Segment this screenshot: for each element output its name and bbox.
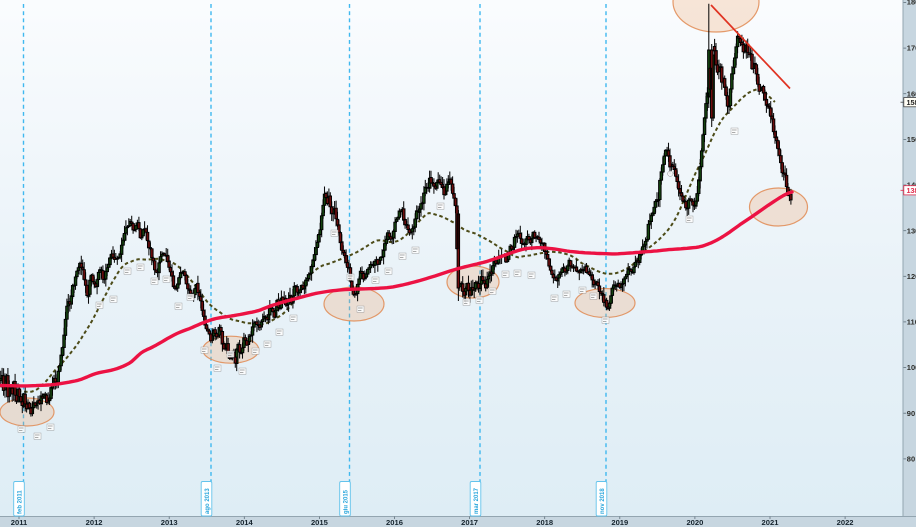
svg-text:140: 140 [907,181,916,190]
svg-text:110: 110 [907,318,916,327]
svg-text:2012: 2012 [86,518,103,527]
svg-text:160: 160 [907,89,916,98]
svg-text:90: 90 [907,409,915,418]
svg-text:ago 2013: ago 2013 [205,488,211,514]
svg-text:2019: 2019 [611,518,628,527]
svg-text:130: 130 [907,226,916,235]
svg-text:100: 100 [907,363,916,372]
svg-text:nov 2018: nov 2018 [600,488,606,514]
svg-text:138: 138 [907,186,916,195]
svg-text:feb 2011: feb 2011 [17,490,23,514]
svg-text:80: 80 [907,455,915,464]
svg-text:120: 120 [907,272,916,281]
svg-text:180: 180 [907,0,916,7]
svg-text:2021: 2021 [762,518,780,527]
svg-text:170: 170 [907,44,916,53]
svg-text:158: 158 [907,98,916,107]
svg-text:2020: 2020 [686,518,703,527]
svg-text:2013: 2013 [161,518,178,527]
svg-text:2014: 2014 [236,518,254,527]
svg-text:2018: 2018 [536,518,553,527]
svg-text:2011: 2011 [11,518,28,527]
svg-text:2017: 2017 [461,518,478,527]
svg-text:150: 150 [907,135,916,144]
svg-text:2016: 2016 [386,518,403,527]
svg-text:2022: 2022 [837,518,854,527]
svg-text:giu 2015: giu 2015 [343,489,349,514]
svg-text:mar 2017: mar 2017 [474,487,480,514]
svg-text:2015: 2015 [311,518,329,527]
